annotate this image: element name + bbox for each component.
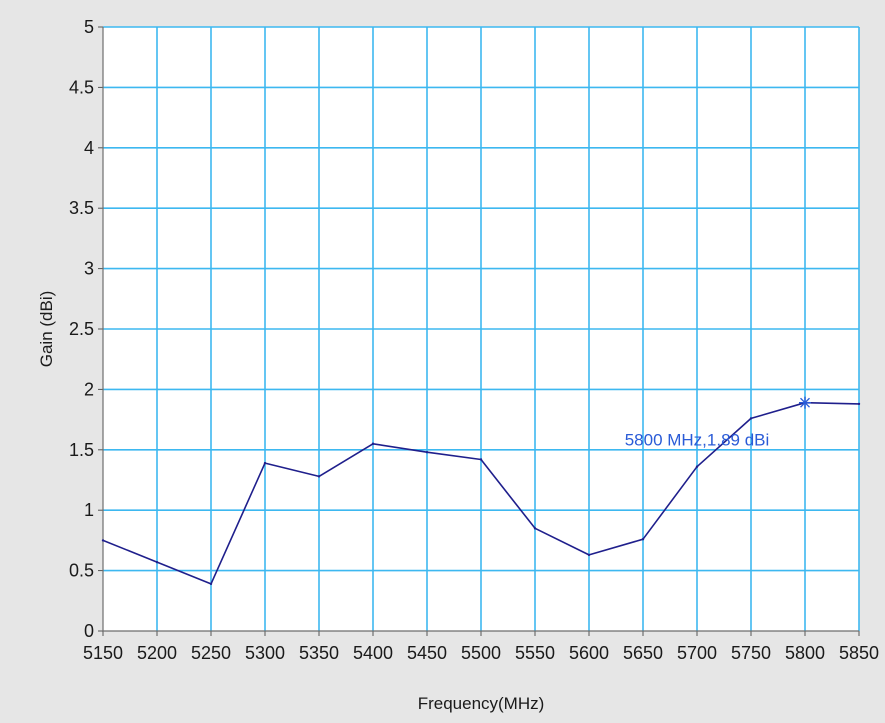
y-tick-label: 2 (84, 379, 94, 399)
marker-asterisk (799, 396, 811, 409)
data-point (371, 442, 375, 445)
data-point (641, 537, 645, 541)
x-tick-label: 5450 (407, 643, 447, 663)
axes (98, 26, 860, 636)
data-point (263, 461, 267, 465)
data-point (533, 527, 537, 530)
x-tick-label: 5400 (353, 643, 393, 663)
y-tick-label: 1 (84, 500, 94, 520)
data-point (587, 553, 591, 557)
y-tick-label: 3.5 (69, 198, 94, 218)
x-tick-label: 5650 (623, 643, 663, 663)
x-tick-label: 5550 (515, 643, 555, 663)
data-point (101, 539, 105, 542)
y-tick-label: 0 (84, 621, 94, 641)
x-tick-label: 5850 (839, 643, 879, 663)
data-point (695, 465, 699, 468)
tick-labels: 5150 5200 5250 5300 5350 5400 5450 5500 5550 5600… (69, 17, 879, 663)
x-tick-label: 5300 (245, 643, 285, 663)
x-tick-label: 5800 (785, 643, 825, 663)
y-tick-label: 4 (84, 138, 94, 158)
data-point (317, 475, 321, 478)
y-tick-label: 1.5 (69, 440, 94, 460)
data-point (155, 560, 159, 564)
y-tick-label: 5 (84, 17, 94, 37)
y-tick-label: 2.5 (69, 319, 94, 339)
x-tick-label: 5750 (731, 643, 771, 663)
data-point (749, 417, 753, 420)
marker-stroke (800, 397, 810, 408)
x-tick-label: 5600 (569, 643, 609, 663)
data-point (209, 582, 213, 586)
y-tick-label: 0.5 (69, 561, 94, 581)
x-tick-label: 5700 (677, 643, 717, 663)
y-tick-label: 3 (84, 259, 94, 279)
x-tick-label: 5500 (461, 643, 501, 663)
x-tick-label: 5250 (191, 643, 231, 663)
y-tick-label: 4.5 (69, 77, 94, 97)
grid-lines (103, 26, 860, 631)
x-tick-label: 5350 (299, 643, 339, 663)
x-tick-label: 5200 (137, 643, 177, 663)
data-point (479, 458, 483, 461)
y-axis-title: Gain (dBi) (37, 291, 56, 368)
annotation-label: 5800 MHz,1.89 dBi (625, 431, 770, 450)
series (101, 401, 861, 586)
x-tick-label: 5150 (83, 643, 123, 663)
x-axis-title: Frequency(MHz) (418, 694, 545, 713)
data-point (425, 451, 429, 454)
data-point (857, 402, 861, 406)
annotations: 5800 MHz,1.89 dBi (625, 396, 811, 450)
